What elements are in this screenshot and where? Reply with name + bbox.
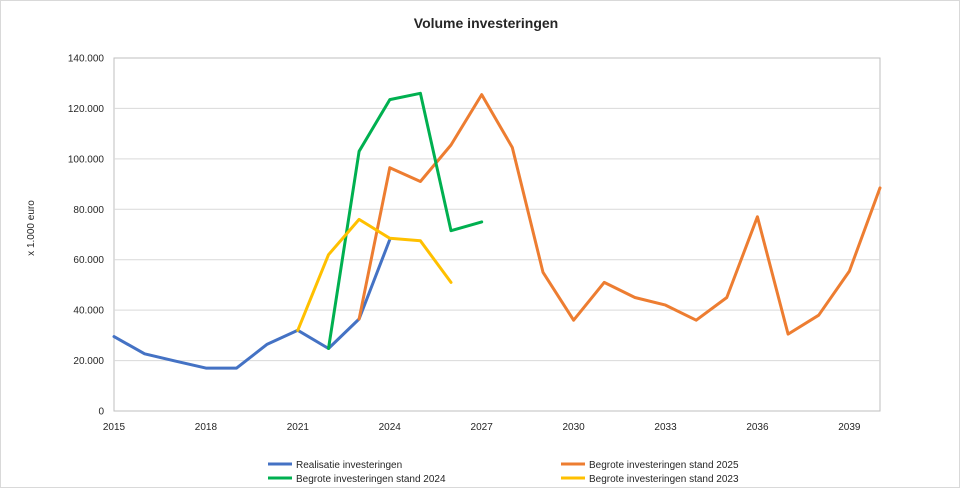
y-tick-label: 140.000 (68, 54, 105, 65)
x-tick-label: 2018 (195, 422, 218, 433)
legend: Realisatie investeringen Begrote invester… (268, 460, 739, 485)
series-line-4 (296, 217, 453, 332)
legend-label: Begrote investeringen stand 2024 (296, 474, 446, 485)
series-line-1 (112, 238, 392, 370)
y-tick-label: 0 (98, 407, 104, 418)
plot-area (113, 57, 881, 412)
x-tick-label: 2030 (562, 422, 585, 433)
x-tick-label: 2021 (287, 422, 310, 433)
x-tick-label: 2039 (838, 422, 861, 433)
series-lines (112, 91, 882, 370)
chart-title: Volume investeringen (414, 15, 558, 31)
legend-label: Begrote investeringen stand 2023 (589, 474, 739, 485)
y-tick-label: 60.000 (73, 255, 104, 266)
y-axis-label: x 1.000 euro (26, 200, 37, 256)
legend-item: Realisatie investeringen (268, 460, 402, 471)
y-tick-label: 120.000 (68, 104, 105, 115)
x-tick-label: 2027 (471, 422, 494, 433)
x-tick-label: 2015 (103, 422, 126, 433)
y-tick-label: 100.000 (68, 154, 105, 165)
legend-item: Begrote investeringen stand 2023 (561, 474, 739, 485)
y-tick-label: 80.000 (73, 205, 104, 216)
y-axis-ticks: 0 20.000 40.000 60.000 80.000 100.000 120.000 1… (68, 54, 105, 418)
legend-item: Begrote investeringen stand 2024 (268, 474, 446, 485)
x-tick-label: 2036 (746, 422, 769, 433)
y-tick-label: 20.000 (73, 356, 104, 367)
legend-item: Begrote investeringen stand 2025 (561, 460, 739, 471)
x-tick-label: 2024 (379, 422, 402, 433)
legend-label: Begrote investeringen stand 2025 (589, 460, 739, 471)
series-line-2 (357, 93, 882, 336)
legend-label: Realisatie investeringen (296, 460, 402, 471)
gridlines (114, 107, 880, 362)
x-axis-ticks: 2015 2018 2021 2024 2027 2030 2033 2036 2039 (103, 422, 861, 433)
y-tick-label: 40.000 (73, 306, 104, 317)
series-line-3 (327, 91, 484, 350)
x-tick-label: 2033 (654, 422, 677, 433)
